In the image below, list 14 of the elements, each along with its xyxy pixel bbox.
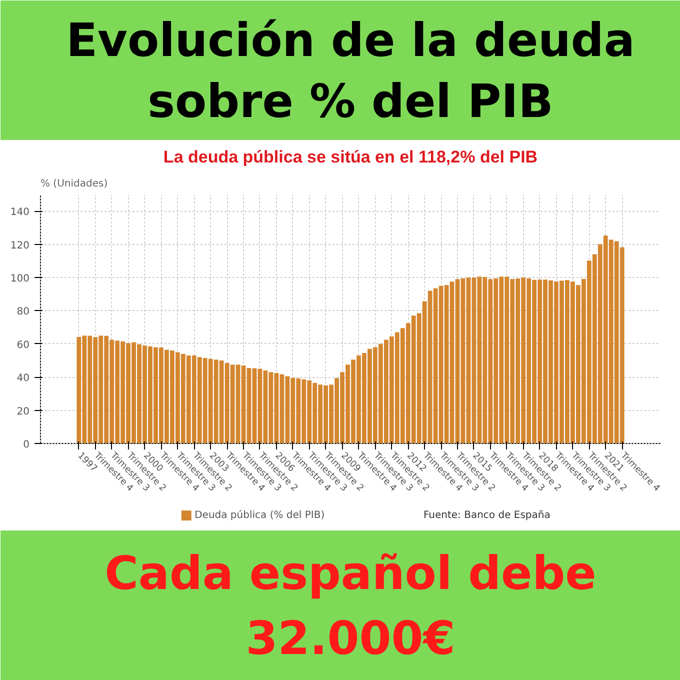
chart-title: Evolución de la deuda sobre % del PIB (66, 13, 635, 128)
source-note: Fuente: Banco de España (423, 510, 550, 521)
y-tick-label: 120 (10, 240, 30, 252)
legend-label: Deuda pública (% del PIB) (194, 510, 325, 521)
y-tick-label: 20 (16, 406, 30, 418)
text: Cada español debe 32.000€ (104, 546, 596, 666)
y-tick-label: 100 (10, 274, 30, 284)
y-axis-title: % (Unidades) (40, 178, 108, 190)
y-tick-label: 40 (16, 373, 30, 384)
chart-subtitle: La deuda pública se sitúa en el 118,2% del PIB (163, 148, 538, 166)
y-tick-label: 80 (16, 306, 30, 318)
y-tick-label: 140 (10, 207, 30, 218)
y-tick-label: 0 (23, 440, 30, 450)
y-tick-label: 60 (16, 340, 30, 351)
